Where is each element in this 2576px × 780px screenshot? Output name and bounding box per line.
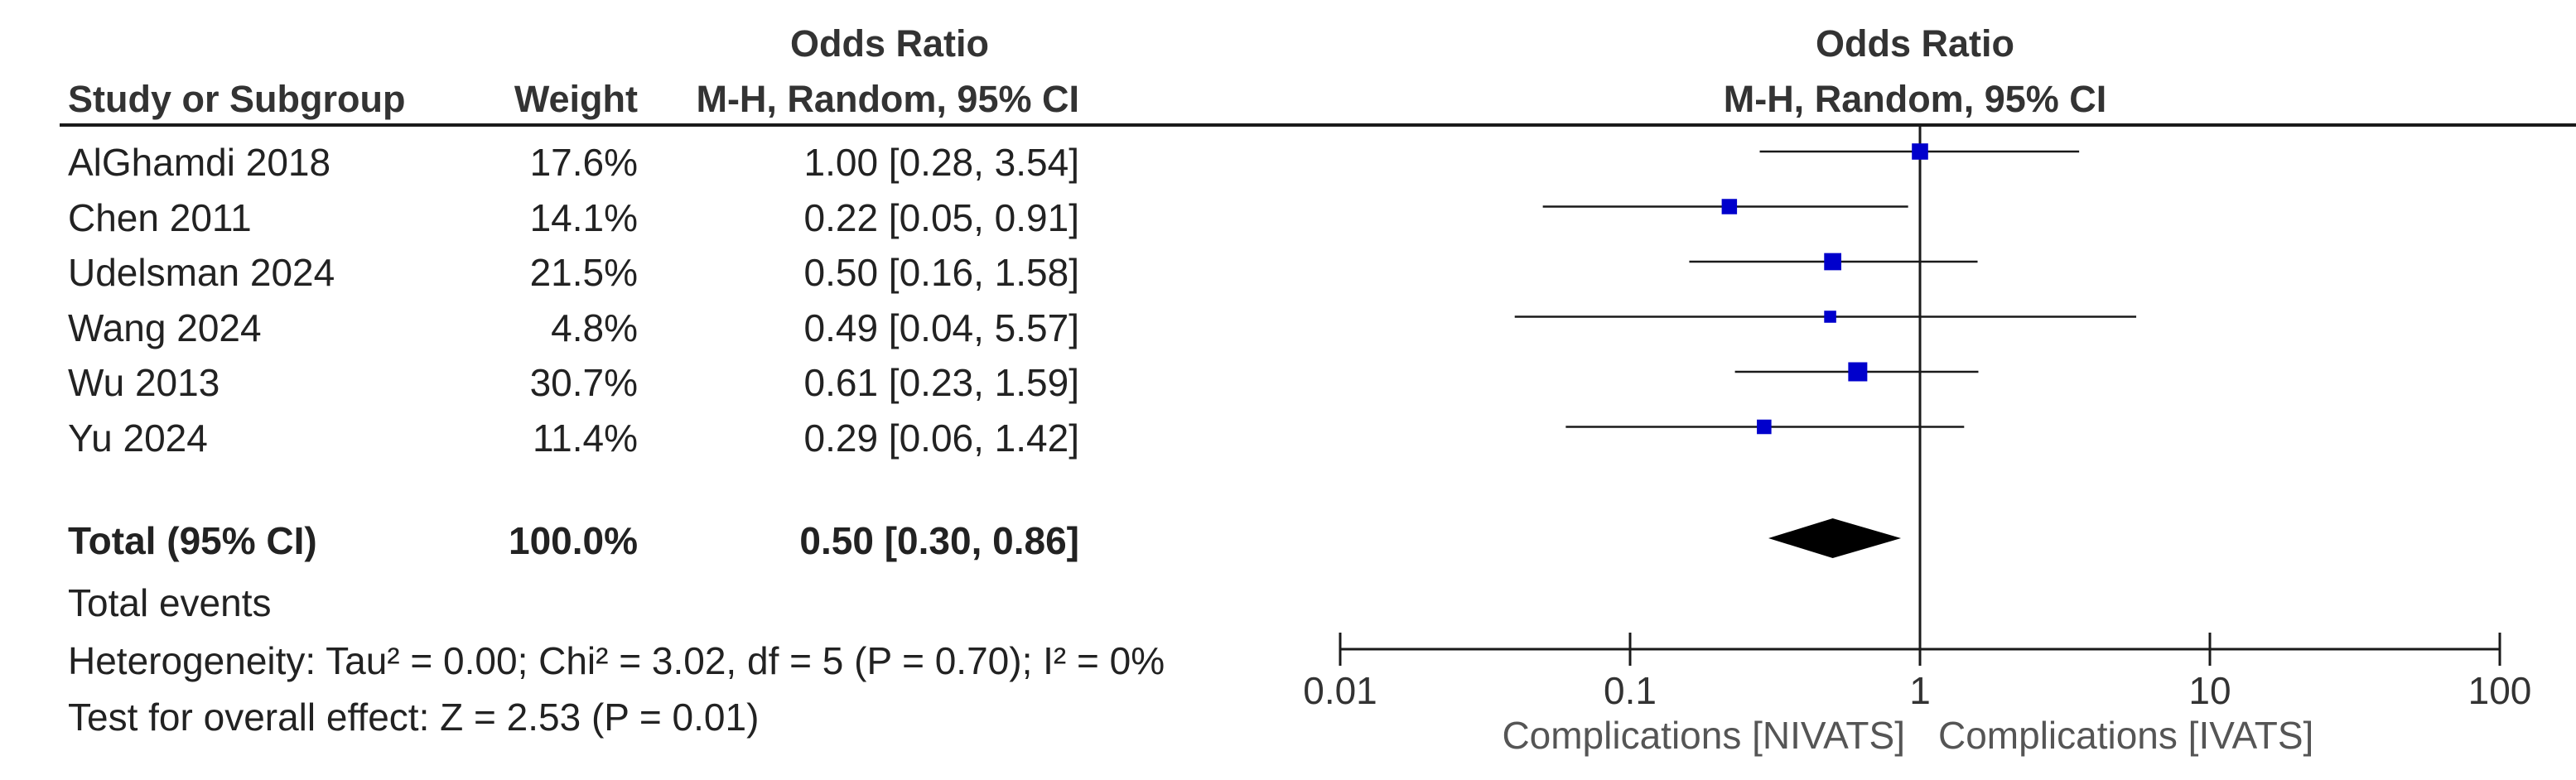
study-name: Wang 2024 xyxy=(68,306,262,349)
study-point-marker xyxy=(1721,199,1738,214)
total-label: Total (95% CI) xyxy=(68,519,317,562)
weight-column-header: Weight xyxy=(514,78,638,120)
study-ci: 0.29 [0.06, 1.42] xyxy=(803,416,1080,460)
x-tick-label: 10 xyxy=(2188,669,2231,712)
study-weight: 14.1% xyxy=(529,195,638,239)
study-ci: 0.50 [0.16, 1.58] xyxy=(803,251,1080,294)
x-tick-label: 100 xyxy=(2468,669,2532,712)
x-tick-label: 0.1 xyxy=(1604,669,1657,712)
or-column-subtitle: M-H, Random, 95% CI xyxy=(696,78,1079,120)
study-weight: 4.8% xyxy=(551,306,638,349)
study-point-marker xyxy=(1824,311,1836,323)
x-tick-label: 0.01 xyxy=(1303,669,1377,712)
favours-right-label: Complications [IVATS] xyxy=(1938,714,2314,757)
or-column-title: Odds Ratio xyxy=(789,22,989,65)
study-ci: 1.00 [0.28, 3.54] xyxy=(803,141,1080,184)
header-rule xyxy=(60,123,2576,127)
study-weight: 11.4% xyxy=(532,416,638,460)
x-tick-label: 1 xyxy=(1909,669,1931,712)
study-point-marker xyxy=(1848,362,1868,382)
study-name: Yu 2024 xyxy=(68,416,208,460)
study-ci: 0.22 [0.05, 0.91] xyxy=(803,195,1080,239)
study-point-marker xyxy=(1912,143,1928,160)
study-point-marker xyxy=(1824,253,1841,271)
study-ci: 0.61 [0.23, 1.59] xyxy=(803,361,1080,404)
study-name: Chen 2011 xyxy=(68,195,252,239)
overall-effect-text: Test for overall effect: Z = 2.53 (P = 0… xyxy=(68,696,760,739)
favours-left-label: Complications [NIVATS] xyxy=(1502,714,1905,757)
study-weight: 30.7% xyxy=(529,361,638,404)
pooled-estimate-diamond xyxy=(1768,518,1902,558)
study-point-marker xyxy=(1757,419,1772,435)
study-name: AlGhamdi 2018 xyxy=(68,141,331,184)
heterogeneity-text: Heterogeneity: Tau² = 0.00; Chi² = 3.02,… xyxy=(68,639,1165,682)
plot-title: Odds Ratio xyxy=(1815,22,2014,65)
study-name: Udelsman 2024 xyxy=(68,251,335,294)
study-column-header: Study or Subgroup xyxy=(68,78,406,120)
total-events-label: Total events xyxy=(68,581,272,624)
study-ci: 0.49 [0.04, 5.57] xyxy=(803,306,1080,349)
total-ci: 0.50 [0.30, 0.86] xyxy=(799,519,1079,562)
study-name: Wu 2013 xyxy=(68,361,220,404)
study-weight: 17.6% xyxy=(529,141,638,184)
plot-subtitle: M-H, Random, 95% CI xyxy=(1723,78,2107,120)
total-weight: 100.0% xyxy=(508,519,638,562)
study-weight: 21.5% xyxy=(529,251,638,294)
